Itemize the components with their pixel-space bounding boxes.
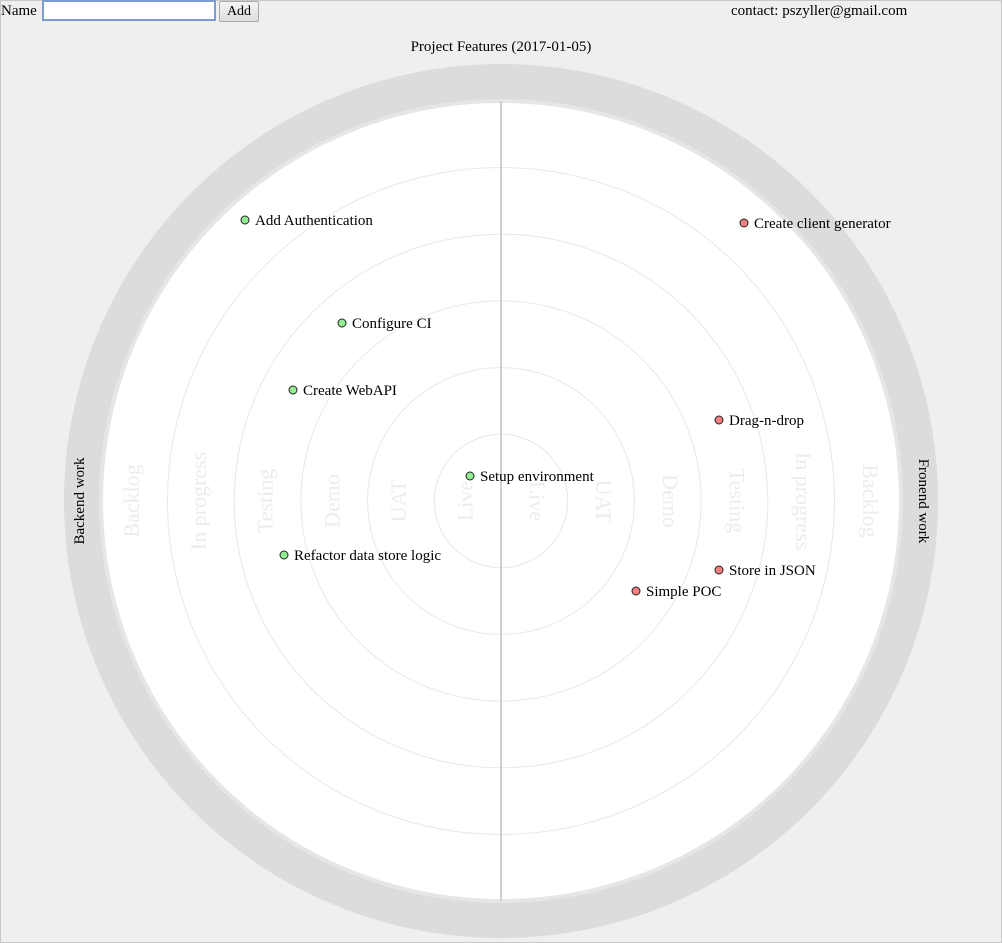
radar-item-label: Store in JSON — [729, 563, 816, 579]
radar-items: Add Authentication Configure CI Create Web… — [240, 213, 891, 600]
frontend-side-label: Fronend work — [915, 459, 931, 544]
radar-item-label: Create WebAPI — [303, 383, 397, 399]
radar-item[interactable]: Refactor data store logic — [279, 548, 441, 564]
radar-item-dot[interactable] — [279, 550, 289, 560]
ring-label-right: Backlog — [858, 464, 883, 537]
radar-item-label: Add Authentication — [255, 213, 373, 229]
backend-side-label: Backend work — [72, 457, 88, 545]
radar-item-dot[interactable] — [288, 385, 298, 395]
ring-label-left: Demo — [319, 474, 344, 528]
radar-item-label: Setup environment — [480, 469, 595, 485]
radar-item-dot[interactable] — [714, 415, 724, 425]
name-input[interactable] — [42, 0, 216, 21]
radar-item-label: Drag-n-drop — [729, 413, 804, 429]
ring-label-left: Live — [453, 481, 478, 521]
radar-item[interactable]: Create WebAPI — [288, 383, 397, 399]
ring-label-right: In progress — [791, 452, 816, 550]
radar-item-dot[interactable] — [240, 215, 250, 225]
radar-item-dot[interactable] — [739, 218, 749, 228]
radar-item-dot[interactable] — [337, 318, 347, 328]
top-toolbar: Name Add contact: pszyller@gmail.com — [0, 0, 1002, 24]
radar-item-label: Configure CI — [352, 316, 432, 332]
radar-item[interactable]: Create client generator — [739, 216, 891, 232]
radar-item[interactable]: Add Authentication — [240, 213, 373, 229]
radar-item[interactable]: Configure CI — [337, 316, 432, 332]
radar-item[interactable]: Setup environment — [465, 469, 595, 485]
radar-ring-labels: Live Live UAT UAT Demo Demo Testing Testing In p… — [119, 452, 883, 550]
radar-item-dot[interactable] — [465, 471, 475, 481]
radar-item-label: Create client generator — [754, 216, 891, 232]
radar-title: Project Features (2017-01-05) — [411, 39, 592, 55]
ring-label-left: In progress — [186, 452, 211, 550]
name-label: Name — [1, 3, 37, 19]
radar-item[interactable]: Simple POC — [631, 584, 721, 600]
radar-item-dot[interactable] — [631, 586, 641, 596]
ring-label-right: Live — [524, 481, 549, 521]
ring-label-left: UAT — [386, 479, 411, 522]
ring-label-right: UAT — [591, 480, 616, 523]
ring-label-right: Demo — [658, 474, 683, 528]
radar-item-dot[interactable] — [714, 565, 724, 575]
radar-item-label: Simple POC — [646, 584, 721, 600]
radar-item-label: Refactor data store logic — [294, 548, 441, 564]
ring-label-left: Testing — [253, 469, 278, 533]
contact-text: contact: pszyller@gmail.com — [731, 3, 908, 19]
radar-item[interactable]: Store in JSON — [714, 563, 816, 579]
add-button[interactable]: Add — [219, 1, 259, 22]
ring-label-right: Testing — [724, 469, 749, 533]
ring-label-left: Backlog — [119, 464, 144, 537]
radar-item[interactable]: Drag-n-drop — [714, 413, 804, 429]
